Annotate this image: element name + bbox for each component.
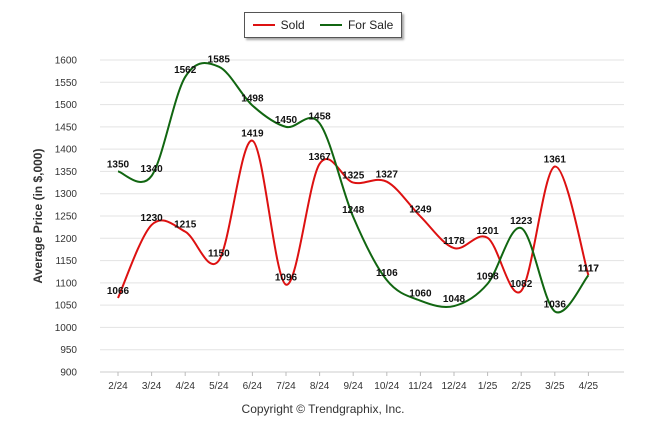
data-labels: 1066 1230 1215 1150 1419 1096 1367 1325 1327 1249…	[107, 55, 600, 311]
x-tick-label: 6/24	[243, 381, 263, 392]
data-label-sold: 1249	[409, 204, 432, 215]
x-tick-label: 7/24	[276, 381, 296, 392]
data-label-sold: 1215	[174, 220, 197, 231]
x-tick-label: 12/24	[441, 381, 466, 392]
data-label-for-sale: 1223	[510, 216, 533, 227]
y-tick-label: 1350	[55, 167, 78, 178]
data-label-for-sale: 1036	[544, 299, 567, 310]
y-tick-label: 1400	[55, 145, 78, 156]
data-label-sold: 1327	[376, 170, 399, 181]
x-tick-label: 2/25	[511, 381, 531, 392]
x-tick-label: 5/24	[209, 381, 229, 392]
data-label-for-sale: 1048	[443, 294, 466, 305]
series-line-sold	[117, 139, 590, 299]
data-label-for-sale: 1458	[308, 111, 331, 122]
data-label-sold: 1325	[342, 171, 365, 182]
y-tick-label: 950	[60, 345, 77, 356]
x-tick-label: 4/24	[175, 381, 195, 392]
data-label-for-sale: 1350	[107, 159, 130, 170]
x-tick-label: 8/24	[310, 381, 330, 392]
y-tick-label: 1500	[55, 100, 78, 111]
data-label-sold: 1201	[476, 226, 499, 237]
copyright-text: Copyright © Trendgraphix, Inc.	[241, 402, 405, 416]
x-tick-label: 1/25	[478, 381, 498, 392]
y-tick-label: 1200	[55, 234, 78, 245]
y-tick-label: 1050	[55, 301, 78, 312]
y-tick-label: 1450	[55, 122, 78, 133]
data-label-sold: 1361	[544, 155, 567, 166]
y-tick-label: 1100	[55, 278, 77, 289]
data-label-sold: 1367	[308, 152, 331, 163]
y-tick-label: 1000	[55, 323, 78, 334]
y-tick-label: 1150	[55, 256, 77, 267]
y-tick-label: 1250	[55, 212, 78, 223]
data-label-for-sale: 1450	[275, 115, 298, 126]
y-tick-label: 900	[60, 368, 77, 379]
x-tick-label: 2/24	[108, 381, 128, 392]
legend-item-for-sale[interactable]: For Sale	[319, 18, 394, 32]
data-label-sold: 1082	[510, 279, 533, 290]
legend-label-for-sale: For Sale	[347, 18, 394, 32]
data-label-sold: 1230	[140, 213, 163, 224]
x-tick-label: 4/25	[579, 381, 599, 392]
legend-item-sold[interactable]: Sold	[252, 18, 305, 32]
x-tick-label: 9/24	[343, 381, 363, 392]
data-label-for-sale: 1106	[376, 268, 398, 279]
legend-swatch-sold	[252, 24, 275, 26]
data-label-for-sale: 1562	[174, 65, 197, 76]
legend-swatch-for-sale	[319, 24, 342, 26]
data-label-sold: 1419	[241, 129, 264, 140]
legend: Sold For Sale	[244, 12, 402, 38]
data-label-for-sale: 1498	[241, 93, 264, 104]
y-tick-label: 1300	[55, 189, 78, 200]
x-tick-label: 3/24	[142, 381, 162, 392]
x-tick-label: 3/25	[545, 381, 565, 392]
y-axis-ticks: 900 950 1000 1050 1100 1150 1200 1250 1300 1350 14…	[55, 56, 78, 379]
data-label-sold: 1178	[443, 236, 465, 247]
y-tick-label: 1550	[55, 78, 78, 89]
data-label-for-sale: 1340	[140, 164, 163, 175]
data-label-sold: 1117	[578, 263, 600, 274]
legend-label-sold: Sold	[280, 18, 305, 32]
data-label-for-sale: 1060	[409, 289, 432, 300]
data-label-for-sale: 1585	[208, 55, 231, 66]
data-label-sold: 1150	[208, 249, 230, 260]
data-label-for-sale: 1117	[578, 263, 600, 274]
data-label-for-sale: 1098	[476, 272, 499, 283]
data-label-sold: 1096	[275, 273, 298, 284]
x-axis-ticks: 2/24 3/24 4/24 5/24 6/24 7/24 8/24 9/24 10/24 11/…	[108, 372, 599, 392]
grid-lines	[100, 59, 624, 373]
series-line-for-sale	[117, 62, 590, 314]
data-label-for-sale: 1248	[342, 205, 365, 216]
series-lines	[117, 62, 590, 314]
y-axis-label: Average Price (in $,000)	[31, 149, 45, 284]
data-label-sold: 1066	[107, 286, 130, 297]
x-tick-label: 11/24	[408, 381, 433, 392]
y-tick-label: 1600	[55, 56, 78, 67]
x-tick-label: 10/24	[374, 381, 399, 392]
